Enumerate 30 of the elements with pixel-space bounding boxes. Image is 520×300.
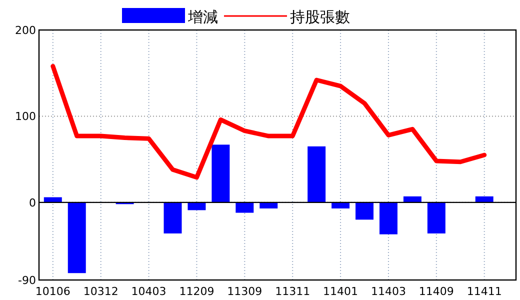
bar [212,144,230,202]
x-tick-label: 11209 [179,285,214,298]
bar [379,202,398,234]
x-tick-label: 11309 [227,285,262,298]
bar [164,202,182,234]
bar [332,202,350,208]
bar [68,202,86,274]
x-tick-label: 11311 [275,285,310,298]
bar [308,146,326,202]
y-tick-label: -90 [18,274,36,287]
legend-label: 增減 [187,8,218,26]
y-tick-label: 200 [15,24,36,37]
x-tick-label: 10312 [83,285,118,298]
bar [356,202,374,220]
x-tick-label: 11401 [323,285,358,298]
y-tick-label: 0 [29,196,36,210]
bar [260,202,278,208]
bar [427,202,446,234]
bar [44,197,62,202]
x-tick-label: 10403 [131,285,166,298]
bar [475,196,494,202]
x-tick-label: 10106 [35,285,70,298]
bar [188,202,206,210]
legend-label: 持股張數 [290,8,350,26]
x-tick-label: 11411 [466,285,502,298]
bar [236,202,254,213]
x-tick-label: 11409 [418,285,454,298]
bar [403,196,422,202]
y-tick-label: 100 [15,110,36,124]
x-tick-label: 11403 [370,285,406,298]
